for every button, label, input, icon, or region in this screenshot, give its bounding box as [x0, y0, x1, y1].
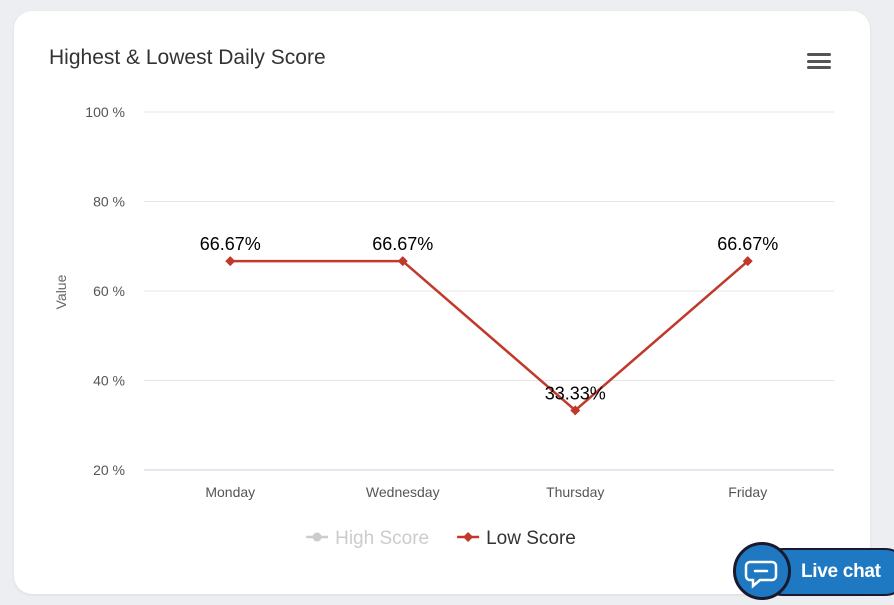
- data-label: 66.67%: [717, 234, 778, 254]
- y-tick-label: 100 %: [85, 104, 125, 120]
- chat-bubble-icon: [733, 542, 791, 600]
- y-axis-label: Value: [53, 274, 69, 309]
- hamburger-menu-icon[interactable]: [807, 53, 831, 73]
- series-line: [230, 259, 749, 412]
- x-tick-label: Wednesday: [366, 484, 440, 500]
- x-tick-label: Monday: [205, 484, 255, 500]
- y-tick-labels: 20 % 40 % 60 % 80 % 100 %: [85, 104, 125, 478]
- legend-marker: [463, 532, 474, 542]
- data-point-marker[interactable]: [742, 256, 753, 267]
- data-label: 33.33%: [545, 383, 606, 403]
- y-tick-label: 20 %: [93, 462, 125, 478]
- legend-label: Low Score: [486, 528, 576, 549]
- y-tick-label: 40 %: [93, 373, 125, 389]
- legend-label: High Score: [335, 528, 429, 549]
- live-chat-label: Live chat: [801, 561, 881, 582]
- x-tick-labels: Monday Wednesday Thursday Friday: [205, 484, 767, 500]
- data-point-marker[interactable]: [225, 256, 236, 267]
- data-point-marker[interactable]: [397, 256, 408, 267]
- data-labels: 66.67% 66.67% 33.33% 66.67%: [200, 234, 779, 403]
- chart-title: Highest & Lowest Daily Score: [49, 46, 326, 69]
- chart-card: [14, 11, 870, 594]
- legend-item[interactable]: High Score: [306, 528, 429, 549]
- data-label: 66.67%: [200, 234, 261, 254]
- data-label: 66.67%: [372, 234, 433, 254]
- y-tick-label: 60 %: [93, 283, 125, 299]
- chart-legend[interactable]: High Score Low Score: [306, 528, 576, 549]
- series-low-score: [225, 256, 753, 416]
- x-tick-label: Friday: [728, 484, 767, 500]
- y-tick-label: 80 %: [93, 194, 125, 210]
- legend-item[interactable]: Low Score: [457, 528, 576, 549]
- data-point-marker[interactable]: [570, 405, 581, 416]
- legend-marker: [312, 532, 322, 542]
- chart-gridlines: [144, 111, 834, 471]
- x-tick-label: Thursday: [546, 484, 604, 500]
- live-chat-widget[interactable]: Live chat: [733, 542, 894, 600]
